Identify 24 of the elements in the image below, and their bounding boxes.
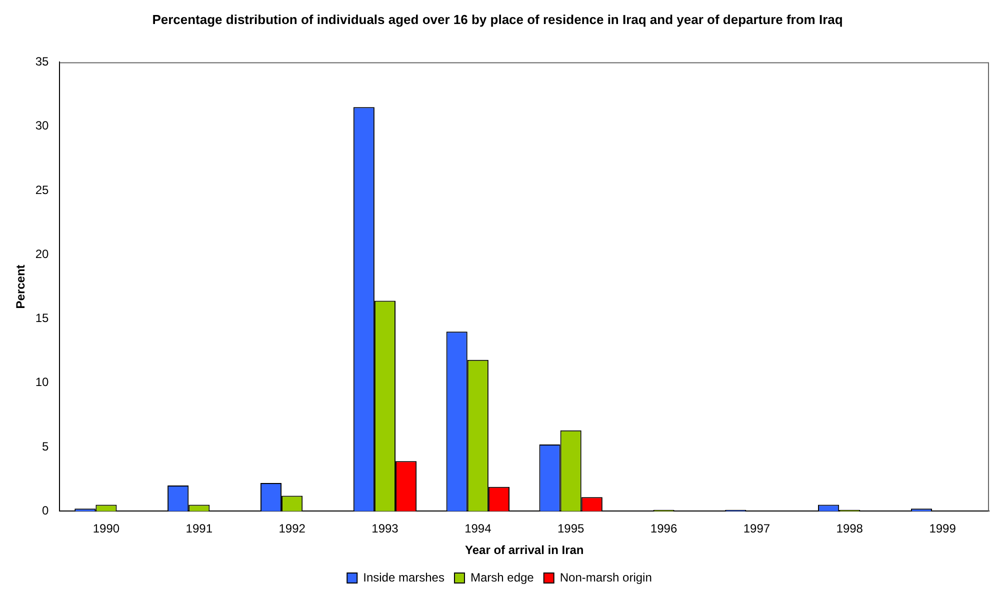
x-tick-label: 1995 bbox=[557, 522, 585, 536]
legend-label: Inside marshes bbox=[363, 570, 444, 584]
y-tick-label: 20 bbox=[35, 246, 50, 261]
x-tick-label: 1991 bbox=[186, 522, 213, 536]
x-tick-label: 1999 bbox=[929, 522, 956, 536]
x-tick-label: 1990 bbox=[92, 522, 120, 536]
y-tick-label: 25 bbox=[35, 182, 50, 197]
y-axis-title: Percent bbox=[14, 264, 28, 309]
x-tick-label: 1996 bbox=[650, 522, 678, 536]
x-tick-label: 1994 bbox=[464, 522, 492, 536]
x-tick-label: 1998 bbox=[836, 522, 864, 536]
y-tick-label: 15 bbox=[35, 311, 50, 326]
y-tick-label: 35 bbox=[35, 54, 50, 69]
x-axis-title: Year of arrival in Iran bbox=[465, 543, 584, 558]
y-tick-label: 0 bbox=[42, 504, 50, 518]
legend-label: Marsh edge bbox=[470, 570, 534, 584]
y-tick-label: 30 bbox=[35, 118, 50, 133]
y-tick-label: 5 bbox=[42, 439, 50, 454]
chart-title: Percentage distribution of individuals aged over 16 by place of residence in Iraq and year of departure from Iraq bbox=[151, 12, 844, 27]
x-tick-label: 1997 bbox=[743, 522, 770, 536]
y-tick-label: 10 bbox=[35, 375, 50, 390]
x-tick-label: 1993 bbox=[372, 522, 399, 536]
legend-label: Non-marsh origin bbox=[560, 570, 652, 584]
x-tick-label: 1992 bbox=[278, 522, 306, 536]
